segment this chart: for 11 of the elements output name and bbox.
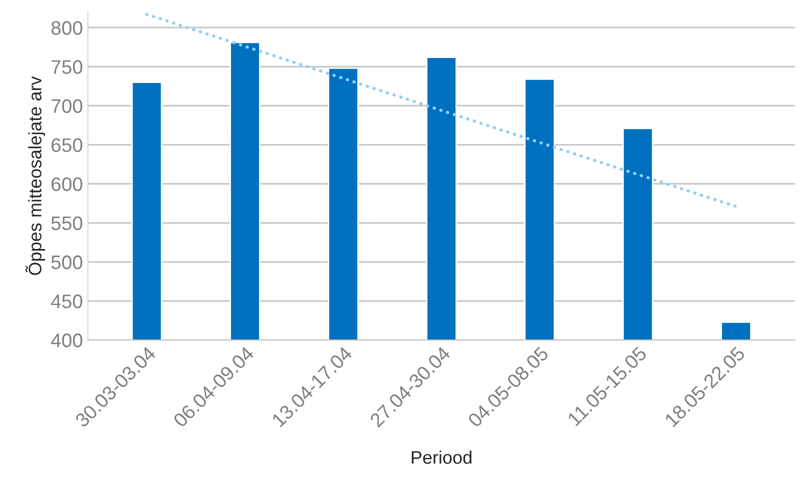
y-tick-label: 650 — [52, 138, 82, 152]
y-tick-label: 550 — [51, 216, 82, 230]
y-tick-label: 750 — [52, 60, 82, 74]
y-tick-label: 700 — [52, 99, 82, 113]
x-axis-title: Periood — [412, 450, 472, 464]
y-tick-label: 800 — [51, 21, 82, 35]
y-tick-label: 450 — [51, 294, 82, 308]
y-axis-title: Õppes mitteosalejate arv — [25, 76, 46, 276]
y-tick-label: 500 — [51, 255, 82, 270]
y-tick-label: 600 — [52, 177, 82, 192]
y-tick-label: 400 — [51, 334, 82, 348]
